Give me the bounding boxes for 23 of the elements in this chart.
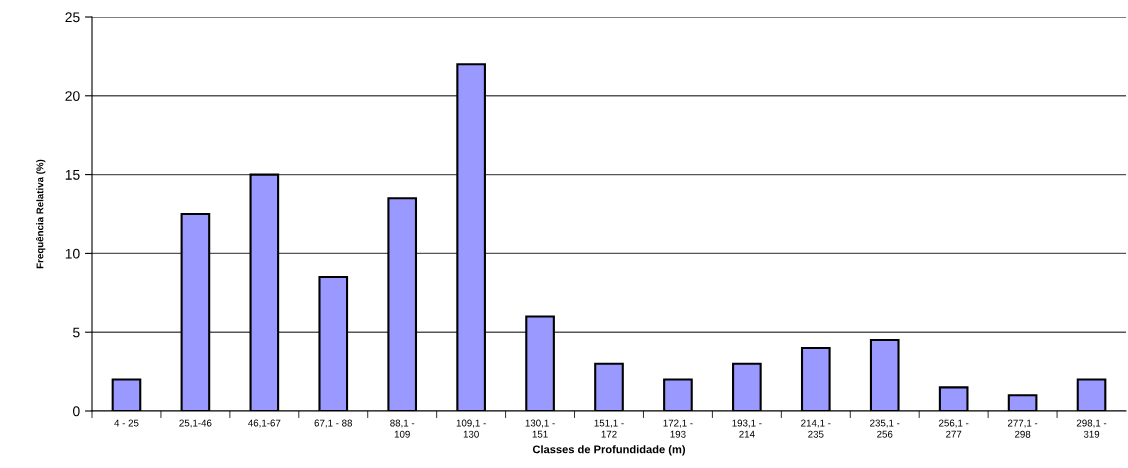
x-tick-label: 214,1 - 235: [801, 419, 831, 438]
x-tick-label: 235,1 - 256: [870, 419, 900, 438]
x-tick-label: 151,1 - 172: [594, 419, 624, 438]
y-tick-label: 15: [65, 170, 80, 180]
x-tick-label: 172,1 - 193: [663, 419, 693, 438]
x-tick-label: 277,1 - 298: [1007, 419, 1038, 438]
x-tick-label: 193,1 - 214: [732, 419, 762, 438]
x-tick-label: 25,1-46: [179, 419, 212, 428]
x-tick-label: 109,1 - 130: [456, 419, 486, 438]
y-tick-label: 10: [65, 248, 80, 259]
y-tick-label: 0: [73, 406, 80, 417]
x-tick-label: 67,1 - 88: [314, 419, 353, 428]
y-tick-label: 25: [65, 12, 80, 23]
x-tick-label: 298,1 - 319: [1076, 419, 1107, 438]
y-tick-label: 5: [73, 327, 80, 338]
x-tick-label: 4 - 25: [114, 419, 139, 427]
x-axis-title: Classes de Profundidade (m): [532, 445, 686, 456]
y-axis-title: Frequência Relativa (%): [36, 159, 46, 269]
y-tick-label: 20: [65, 91, 80, 101]
x-tick-label: 130,1 - 151: [525, 419, 555, 438]
x-tick-label: 256,1 - 277: [939, 419, 969, 438]
x-tick-label: 46,1-67: [248, 419, 281, 428]
x-tick-label: 88,1 - 109: [390, 419, 415, 438]
